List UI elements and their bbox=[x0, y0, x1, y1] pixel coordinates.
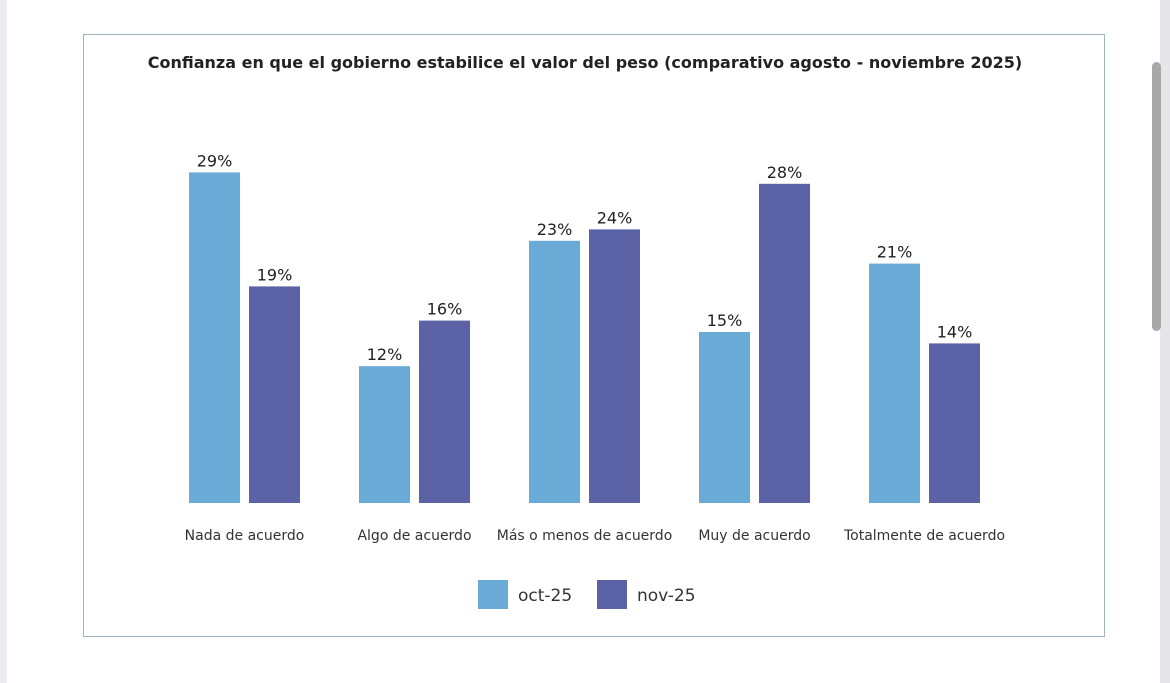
data-label: 19% bbox=[257, 265, 293, 284]
legend-label: oct-25 bbox=[518, 586, 572, 606]
category-label: Algo de acuerdo bbox=[357, 528, 471, 544]
legend-swatch-oct-25 bbox=[478, 580, 508, 609]
bar-nov-25-1 bbox=[419, 320, 470, 503]
legend-swatch-nov-25 bbox=[597, 580, 627, 609]
data-label: 21% bbox=[877, 243, 913, 262]
data-label: 23% bbox=[537, 220, 573, 239]
bar-oct-25-0 bbox=[189, 172, 240, 503]
data-label: 12% bbox=[367, 345, 403, 364]
bar-nov-25-2 bbox=[589, 229, 640, 503]
bar-nov-25-4 bbox=[929, 343, 980, 503]
data-label: 14% bbox=[937, 322, 973, 341]
chart-frame bbox=[83, 34, 1105, 637]
bar-oct-25-2 bbox=[529, 240, 580, 504]
data-label: 29% bbox=[197, 151, 233, 170]
chart-title: Confianza en que el gobierno estabilice … bbox=[148, 53, 1023, 72]
data-label: 28% bbox=[767, 163, 803, 182]
window-edge-left bbox=[0, 0, 7, 683]
data-label: 24% bbox=[597, 208, 633, 227]
bar-oct-25-4 bbox=[869, 263, 920, 503]
category-label: Muy de acuerdo bbox=[698, 528, 810, 544]
legend-label: nov-25 bbox=[637, 586, 696, 606]
vertical-scrollbar[interactable] bbox=[1152, 62, 1161, 331]
bar-nov-25-0 bbox=[249, 286, 300, 503]
bar-nov-25-3 bbox=[759, 183, 810, 504]
bar-oct-25-3 bbox=[699, 332, 750, 503]
bar-oct-25-1 bbox=[359, 366, 410, 503]
category-label: Más o menos de acuerdo bbox=[497, 528, 673, 544]
category-label: Totalmente de acuerdo bbox=[843, 528, 1005, 544]
window-edge-right bbox=[1160, 0, 1170, 683]
data-label: 16% bbox=[427, 300, 463, 319]
category-label: Nada de acuerdo bbox=[185, 528, 305, 544]
data-label: 15% bbox=[707, 311, 743, 330]
